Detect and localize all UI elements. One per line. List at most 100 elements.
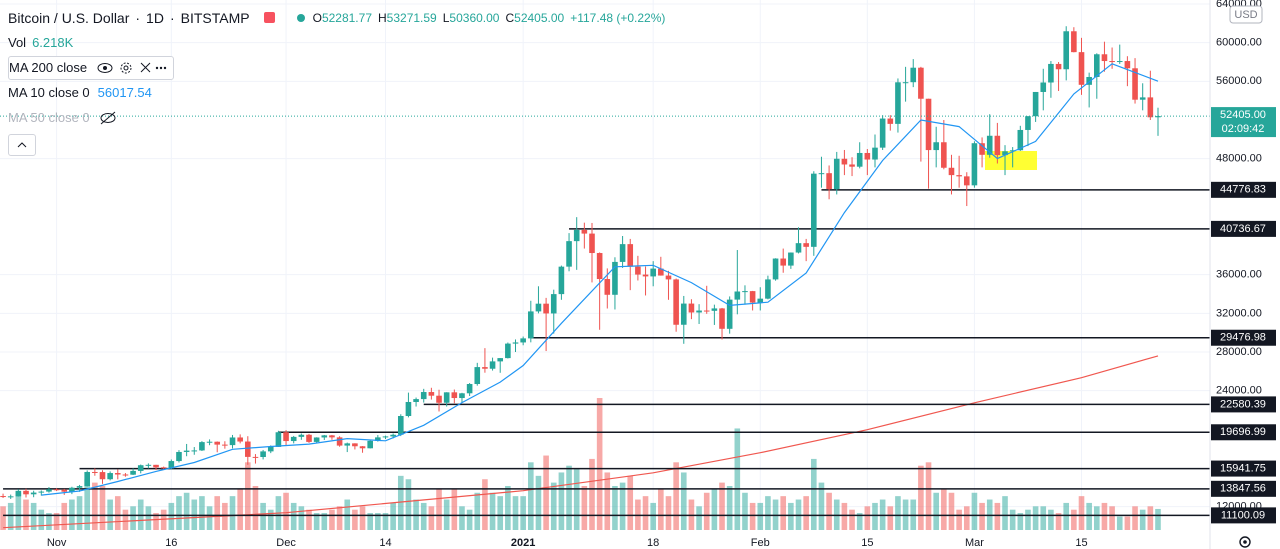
candle-body <box>344 443 351 446</box>
ma10-name: MA 10 close 0 <box>8 85 90 100</box>
level-label: 11100.09 <box>1221 509 1265 521</box>
candle-body <box>38 491 45 493</box>
candle-body <box>390 434 396 437</box>
candle-body <box>482 367 488 369</box>
candle-body <box>719 308 725 329</box>
x-tick-label: 15 <box>1075 537 1087 549</box>
volume-bar <box>589 458 595 530</box>
candle-body <box>811 173 817 247</box>
candle-body <box>963 176 970 186</box>
interval[interactable]: 1D <box>146 9 164 26</box>
volume-bar <box>665 496 672 530</box>
y-tick-label: 32000.00 <box>1216 307 1262 319</box>
volume-name: Vol <box>8 35 27 50</box>
ma200-box[interactable]: MA 200 close <box>8 55 175 80</box>
volume-bar <box>1009 509 1016 530</box>
volume-bar <box>451 489 458 530</box>
highlight-box <box>985 151 1037 170</box>
candle-body <box>550 294 557 314</box>
level-label: 40736.67 <box>1220 223 1266 235</box>
volume-bar <box>963 506 970 530</box>
candle-body <box>849 164 855 167</box>
x-tick-label: Nov <box>47 537 67 549</box>
candle-body <box>1002 151 1008 156</box>
volume-bar <box>61 502 68 530</box>
volume-bar <box>558 472 565 530</box>
flag-icon[interactable] <box>263 12 275 23</box>
volume-bar <box>160 509 167 530</box>
countdown-label: 02:09:42 <box>1222 123 1265 135</box>
volume-bar <box>826 492 832 530</box>
ma200-line <box>3 355 1159 529</box>
volume-bar <box>1048 509 1054 530</box>
volume-bar <box>15 492 22 530</box>
level-label: 22580.39 <box>1220 398 1266 410</box>
volume-bar <box>84 479 90 530</box>
volume-bar <box>474 492 481 530</box>
arrow-up <box>17 142 27 148</box>
candle-body <box>673 279 679 325</box>
candle-body <box>780 258 787 266</box>
candle-body <box>650 268 656 277</box>
candle-body <box>30 492 37 495</box>
volume-bar <box>466 509 473 530</box>
volume-bar <box>375 513 381 530</box>
candle-body <box>443 392 450 403</box>
volume-bar <box>604 472 611 530</box>
volume-bar <box>642 496 649 530</box>
ma10-value: 56017.54 <box>97 85 152 100</box>
candle-body <box>176 451 182 462</box>
volume-bar <box>482 479 488 530</box>
candle-body <box>918 67 924 99</box>
candle-body <box>642 274 649 277</box>
ma200-icons[interactable] <box>97 60 167 76</box>
candle-body <box>489 361 496 369</box>
volume-bar <box>489 492 496 530</box>
candle-body <box>788 252 794 266</box>
candle-body <box>910 67 917 83</box>
candle-body <box>497 358 504 362</box>
candle-body <box>887 118 894 124</box>
candle-body <box>466 384 473 394</box>
candle-body <box>902 82 909 84</box>
y-tick-label: 60000.00 <box>1216 37 1262 49</box>
candle-body <box>795 243 802 253</box>
volume-bar <box>673 462 679 530</box>
candle-body <box>872 147 878 160</box>
volume-bar <box>566 465 572 530</box>
hidden-icon[interactable] <box>98 111 120 125</box>
candle-body <box>1032 91 1039 117</box>
candle-body <box>329 435 335 438</box>
volume-bar <box>30 502 37 530</box>
candle-body <box>772 258 779 280</box>
last-price-label: 52405.00 <box>1220 109 1266 121</box>
volume-bar <box>719 482 725 530</box>
x-tick-label: 14 <box>379 537 391 549</box>
candle-body <box>520 338 526 343</box>
settings-icon[interactable] <box>1239 536 1251 548</box>
currency-box[interactable] <box>1229 5 1263 24</box>
volume-bar <box>38 509 45 530</box>
volume-bar <box>367 513 373 530</box>
volume-bar <box>321 513 328 530</box>
volume-bar <box>145 506 152 530</box>
candle-body <box>375 437 381 441</box>
candle-body <box>742 291 748 293</box>
candle-body <box>1055 63 1062 70</box>
x-tick-label: 2021 <box>511 537 535 549</box>
candle-body <box>879 118 886 148</box>
candle-body <box>1124 61 1131 69</box>
candle-body <box>206 441 213 443</box>
candle-body <box>711 308 718 311</box>
volume-bar <box>811 458 817 530</box>
candle-body <box>283 432 289 442</box>
volume-bar <box>1139 509 1146 530</box>
volume-bar <box>658 489 664 530</box>
candle-body <box>895 82 901 124</box>
candle-body <box>826 173 832 190</box>
collapse-button[interactable] <box>8 134 36 156</box>
candle-body <box>703 310 710 312</box>
volume-bar <box>941 489 947 530</box>
candle-body <box>818 173 825 175</box>
level-label-box <box>1211 181 1276 198</box>
